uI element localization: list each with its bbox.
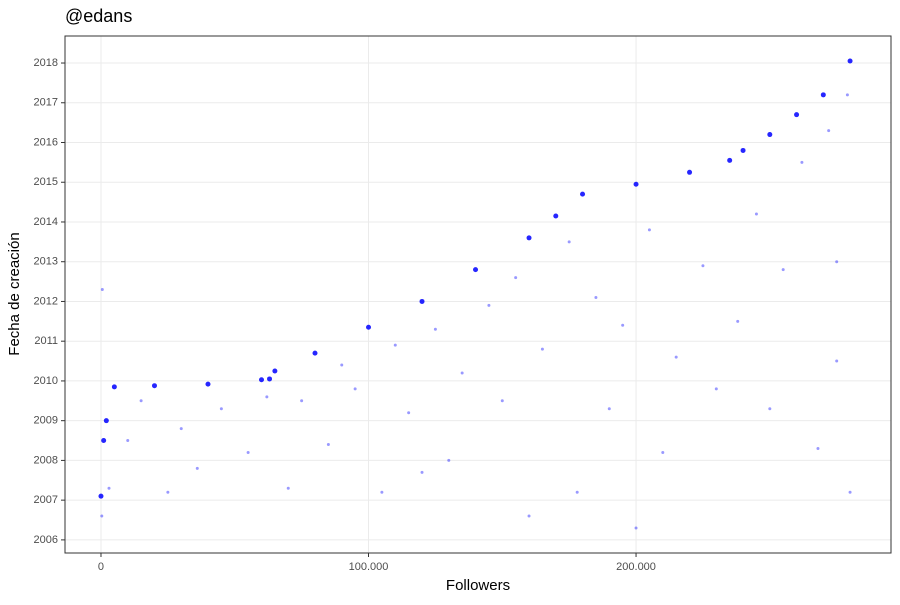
point — [267, 376, 273, 382]
y-tick-label: 2017 — [34, 97, 58, 109]
point — [800, 160, 804, 164]
y-tick-label: 2009 — [34, 415, 58, 427]
point — [540, 347, 544, 351]
y-tick-label: 2011 — [34, 335, 58, 347]
point — [107, 486, 111, 490]
y-tick-label: 2007 — [34, 494, 58, 506]
point — [835, 260, 839, 264]
point — [166, 490, 170, 494]
point — [794, 112, 800, 118]
point — [419, 298, 425, 304]
point — [151, 383, 157, 389]
y-tick-label: 2006 — [34, 534, 58, 546]
point — [816, 446, 820, 450]
point — [300, 399, 304, 403]
point — [179, 427, 183, 431]
y-tick-label: 2015 — [34, 176, 58, 188]
point — [768, 407, 772, 411]
point — [580, 191, 586, 197]
point — [847, 58, 853, 64]
plot-frame — [64, 35, 892, 554]
point — [553, 213, 559, 219]
x-tick-label: 100.000 — [349, 561, 389, 573]
point — [407, 411, 411, 415]
point — [126, 439, 130, 443]
x-tick-label: 200.000 — [616, 561, 656, 573]
point — [661, 450, 665, 454]
point — [740, 147, 746, 153]
point — [754, 212, 758, 216]
y-tick-label: 2018 — [34, 57, 58, 69]
point — [393, 343, 397, 347]
point — [701, 264, 705, 268]
y-tick-label: 2014 — [34, 216, 58, 228]
point — [835, 359, 839, 363]
point — [259, 377, 265, 383]
point — [714, 387, 718, 391]
y-tick-label: 2010 — [34, 375, 58, 387]
point — [103, 418, 109, 424]
point — [340, 363, 344, 367]
y-tick-label: 2013 — [34, 256, 58, 268]
point — [634, 526, 638, 530]
point — [527, 514, 531, 518]
point — [312, 350, 318, 356]
point — [487, 303, 491, 307]
point — [607, 407, 611, 411]
y-tick-label: 2016 — [34, 136, 58, 148]
point — [500, 399, 504, 403]
point — [848, 490, 852, 494]
point — [111, 384, 117, 390]
point — [139, 399, 143, 403]
point — [447, 458, 451, 462]
point — [286, 486, 290, 490]
point — [205, 381, 211, 387]
point — [272, 368, 278, 374]
point — [195, 466, 199, 470]
x-tick-label: 0 — [98, 561, 104, 573]
point — [473, 267, 479, 273]
point — [845, 93, 849, 97]
point — [567, 240, 571, 244]
point — [674, 355, 678, 359]
point — [101, 438, 107, 444]
point — [820, 92, 826, 98]
point — [380, 490, 384, 494]
point — [433, 327, 437, 331]
point — [767, 132, 773, 138]
point — [594, 295, 598, 299]
point — [827, 129, 831, 133]
point — [366, 324, 372, 330]
point — [736, 319, 740, 323]
point — [526, 235, 532, 241]
y-tick-label: 2008 — [34, 454, 58, 466]
point — [100, 288, 104, 292]
point — [781, 268, 785, 272]
point — [420, 470, 424, 474]
point — [727, 157, 733, 163]
point — [326, 443, 330, 447]
point — [246, 450, 250, 454]
point — [98, 493, 104, 499]
y-axis-label: Fecha de creación — [6, 232, 23, 355]
x-axis-label: Followers — [446, 577, 510, 594]
point — [633, 181, 639, 187]
point — [460, 371, 464, 375]
point — [621, 323, 625, 327]
point — [219, 407, 223, 411]
point — [353, 387, 357, 391]
chart-title: @edans — [65, 6, 132, 26]
point — [647, 228, 651, 232]
point — [514, 276, 518, 280]
y-tick-label: 2012 — [34, 295, 58, 307]
point — [575, 490, 579, 494]
point — [265, 395, 269, 399]
point — [687, 169, 693, 175]
point — [100, 514, 104, 518]
